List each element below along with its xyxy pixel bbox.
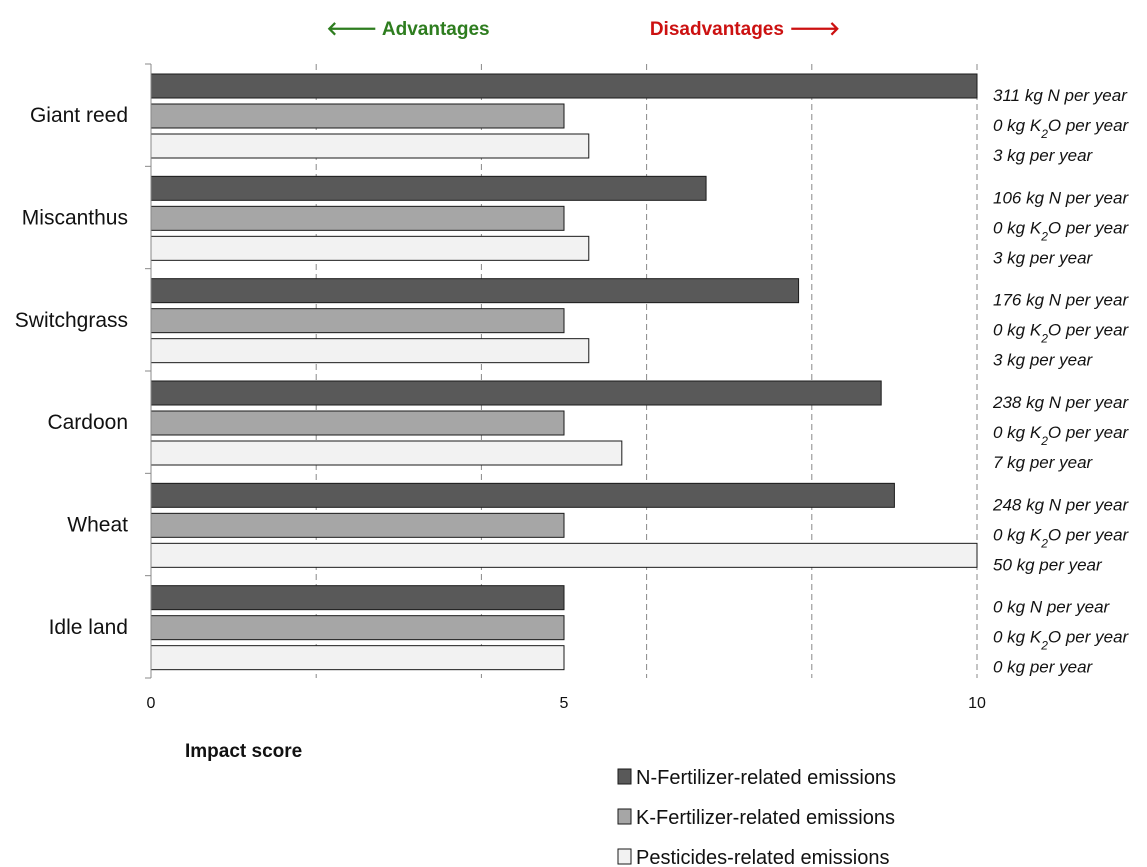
category-label: Idle land	[49, 616, 128, 639]
x-tick-label: 0	[147, 695, 156, 712]
bar	[150, 235, 590, 261]
bars	[150, 73, 978, 671]
data-label: 0 kg N per year	[993, 598, 1111, 617]
bar	[150, 205, 565, 231]
data-label: 176 kg N per year	[993, 291, 1129, 310]
data-label: 3 kg per year	[993, 351, 1094, 370]
category-label: Wheat	[67, 514, 128, 537]
legend: N-Fertilizer-related emissions K-Fertiliz…	[617, 767, 896, 867]
bar	[150, 542, 978, 568]
data-label: 3 kg per year	[993, 248, 1094, 267]
data-label: 0 kg K2O per year	[993, 218, 1130, 243]
bar	[150, 175, 707, 201]
legend-swatch	[617, 808, 632, 825]
x-tick-label: 5	[560, 695, 569, 712]
axes	[145, 63, 152, 679]
bar	[150, 645, 565, 671]
advantages-label: 🡐 Advantages	[326, 19, 489, 40]
data-label: 0 kg K2O per year	[993, 525, 1130, 550]
bar	[150, 278, 800, 304]
bar	[150, 380, 882, 406]
data-label: 0 kg K2O per year	[993, 423, 1130, 448]
legend-label: N-Fertilizer-related emissions	[636, 767, 896, 789]
bar	[150, 103, 565, 129]
gridlines	[315, 64, 978, 678]
data-label: 7 kg per year	[993, 453, 1094, 472]
category-label: Cardoon	[47, 411, 128, 434]
data-label: 248 kg N per year	[992, 495, 1129, 514]
legend-swatch	[617, 848, 632, 865]
category-label: Miscanthus	[22, 207, 128, 230]
bar	[150, 512, 565, 538]
data-label: 238 kg N per year	[992, 393, 1129, 412]
bar	[150, 410, 565, 436]
data-label: 3 kg per year	[993, 146, 1094, 165]
bar	[150, 308, 565, 334]
legend-label: Pesticides-related emissions	[636, 847, 889, 867]
bar	[150, 73, 978, 99]
disadvantages-label: Disadvantages 🡒	[650, 19, 840, 40]
bar	[150, 482, 895, 508]
x-axis-title: Impact score	[185, 741, 302, 762]
data-label: 0 kg K2O per year	[993, 628, 1130, 653]
legend-swatch	[617, 768, 632, 785]
bar	[150, 338, 590, 364]
legend-label: K-Fertilizer-related emissions	[636, 807, 895, 829]
bar	[150, 440, 623, 466]
data-label: 106 kg N per year	[993, 188, 1129, 207]
data-label: 0 kg K2O per year	[993, 321, 1130, 346]
data-label: 0 kg per year	[993, 658, 1094, 677]
bar	[150, 585, 565, 611]
data-label: 311 kg N per year	[993, 86, 1128, 105]
data-label: 50 kg per year	[993, 555, 1103, 574]
x-tick-label: 10	[968, 695, 986, 712]
data-label: 0 kg K2O per year	[993, 116, 1130, 141]
bar	[150, 133, 590, 159]
bar	[150, 615, 565, 641]
category-label: Switchgrass	[15, 309, 128, 332]
category-label: Giant reed	[30, 104, 128, 127]
